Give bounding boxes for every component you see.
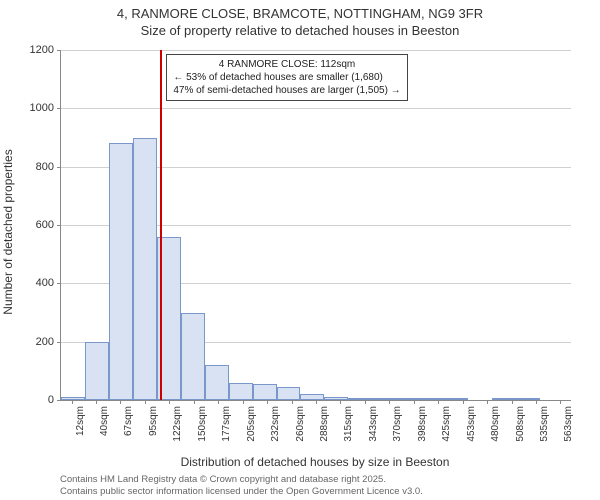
histogram-bar xyxy=(253,384,277,400)
y-tick-mark xyxy=(57,400,61,401)
x-tick-label: 453sqm xyxy=(466,406,477,442)
histogram-bar xyxy=(61,397,85,400)
x-tick-mark xyxy=(243,400,244,404)
annotation-line-2: ← 53% of detached houses are smaller (1,… xyxy=(173,71,400,84)
x-tick-label: 205sqm xyxy=(246,406,257,442)
grid-line xyxy=(61,108,571,109)
x-tick-label: 425sqm xyxy=(441,406,452,442)
x-tick-label: 315sqm xyxy=(343,406,354,442)
y-tick-mark xyxy=(57,342,61,343)
x-tick-mark xyxy=(512,400,513,404)
x-tick-mark xyxy=(120,400,121,404)
y-tick-mark xyxy=(57,225,61,226)
histogram-bar xyxy=(109,143,133,400)
x-tick-mark xyxy=(169,400,170,404)
chart-titles: 4, RANMORE CLOSE, BRAMCOTE, NOTTINGHAM, … xyxy=(0,6,600,40)
y-tick-label: 1200 xyxy=(30,44,54,56)
x-tick-mark xyxy=(536,400,537,404)
y-tick-label: 200 xyxy=(36,336,54,348)
y-tick-label: 1000 xyxy=(30,102,54,114)
x-tick-label: 177sqm xyxy=(221,406,232,442)
histogram-bar xyxy=(300,394,324,400)
y-tick-label: 400 xyxy=(36,277,54,289)
x-tick-mark xyxy=(487,400,488,404)
x-tick-label: 343sqm xyxy=(368,406,379,442)
x-tick-mark xyxy=(218,400,219,404)
histogram-bar xyxy=(396,398,420,400)
x-tick-label: 370sqm xyxy=(392,406,403,442)
x-tick-mark xyxy=(365,400,366,404)
histogram-bar xyxy=(348,398,372,400)
x-tick-label: 12sqm xyxy=(75,406,86,436)
histogram-bar xyxy=(133,138,157,401)
attribution-text: Contains HM Land Registry data © Crown c… xyxy=(60,474,423,498)
x-tick-label: 232sqm xyxy=(270,406,281,442)
y-tick-label: 800 xyxy=(36,161,54,173)
plot-area: 4 RANMORE CLOSE: 112sqm← 53% of detached… xyxy=(60,50,571,401)
x-tick-label: 95sqm xyxy=(148,406,159,436)
x-tick-label: 508sqm xyxy=(515,406,526,442)
x-tick-label: 260sqm xyxy=(295,406,306,442)
x-tick-label: 122sqm xyxy=(172,406,183,442)
x-tick-label: 398sqm xyxy=(417,406,428,442)
attribution-line-2: Contains public sector information licen… xyxy=(60,486,423,498)
x-tick-mark xyxy=(194,400,195,404)
y-tick-mark xyxy=(57,50,61,51)
y-tick-mark xyxy=(57,283,61,284)
histogram-bar xyxy=(85,342,109,400)
annotation-box: 4 RANMORE CLOSE: 112sqm← 53% of detached… xyxy=(166,54,407,101)
histogram-bar xyxy=(277,387,301,400)
x-tick-mark xyxy=(438,400,439,404)
y-tick-mark xyxy=(57,167,61,168)
x-tick-mark xyxy=(316,400,317,404)
x-tick-mark xyxy=(267,400,268,404)
y-tick-label: 0 xyxy=(48,394,54,406)
histogram-bar xyxy=(181,313,205,401)
grid-line xyxy=(61,50,571,51)
x-tick-label: 563sqm xyxy=(563,406,574,442)
x-tick-mark xyxy=(340,400,341,404)
x-tick-mark xyxy=(560,400,561,404)
histogram-bar xyxy=(205,365,229,400)
title-line-1: 4, RANMORE CLOSE, BRAMCOTE, NOTTINGHAM, … xyxy=(0,6,600,23)
histogram-bar xyxy=(420,398,444,400)
title-line-2: Size of property relative to detached ho… xyxy=(0,23,600,40)
x-axis-title: Distribution of detached houses by size … xyxy=(60,455,570,469)
histogram-bar xyxy=(324,397,348,400)
annotation-line-1: 4 RANMORE CLOSE: 112sqm xyxy=(173,58,400,71)
y-tick-label: 600 xyxy=(36,219,54,231)
histogram-bar xyxy=(444,398,468,400)
x-tick-label: 150sqm xyxy=(197,406,208,442)
x-tick-label: 480sqm xyxy=(490,406,501,442)
x-tick-mark xyxy=(414,400,415,404)
histogram-bar xyxy=(229,383,253,401)
x-tick-mark xyxy=(96,400,97,404)
x-tick-mark xyxy=(389,400,390,404)
x-tick-mark xyxy=(463,400,464,404)
y-tick-mark xyxy=(57,108,61,109)
x-tick-mark xyxy=(72,400,73,404)
x-tick-label: 535sqm xyxy=(539,406,550,442)
x-tick-mark xyxy=(145,400,146,404)
annotation-line-3: 47% of semi-detached houses are larger (… xyxy=(173,84,400,97)
attribution-line-1: Contains HM Land Registry data © Crown c… xyxy=(60,474,423,486)
x-tick-label: 40sqm xyxy=(99,406,110,436)
x-tick-label: 67sqm xyxy=(123,406,134,436)
histogram-bar xyxy=(372,398,396,400)
reference-marker-line xyxy=(160,50,162,400)
x-tick-label: 288sqm xyxy=(319,406,330,442)
x-tick-mark xyxy=(292,400,293,404)
